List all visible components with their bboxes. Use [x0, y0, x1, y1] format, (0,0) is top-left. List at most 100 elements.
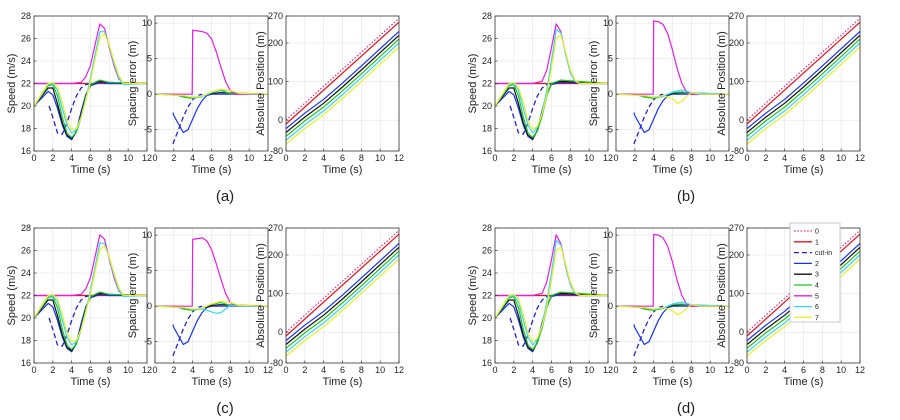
x-tick-label: 10: [244, 365, 254, 375]
y-tick-label: -80: [270, 358, 283, 368]
x-tick-label: 6: [88, 365, 93, 375]
series-line-cut-in: [509, 82, 552, 135]
series-line-2: [285, 30, 400, 130]
x-tick-label: 8: [107, 365, 112, 375]
x-tick-label: 0: [744, 365, 749, 375]
x-tick-label: 0: [492, 153, 497, 163]
y-tick-label: -5: [605, 337, 613, 347]
y-tick-label: -80: [731, 146, 744, 156]
x-tick-label: 6: [340, 365, 345, 375]
y-tick-label: 16: [482, 358, 492, 368]
x-tick-label: 6: [670, 365, 675, 375]
legend-label-1: 1: [815, 239, 819, 246]
x-axis-label: Time (s): [653, 376, 693, 388]
x-tick-label: 12: [394, 153, 404, 163]
series-line-4: [285, 38, 400, 137]
x-axis-label: Time (s): [532, 164, 572, 176]
x-tick-label: 6: [549, 153, 554, 163]
x-tick-label: 2: [763, 365, 768, 375]
series-line-3: [746, 34, 861, 133]
x-tick-label: 4: [321, 365, 326, 375]
x-tick-label: 4: [190, 153, 195, 163]
x-tick-label: 6: [340, 153, 345, 163]
x-tick-label: 10: [244, 153, 254, 163]
y-tick-label: 20: [21, 101, 31, 111]
series-line-6: [285, 42, 400, 141]
x-tick-label: 12: [263, 365, 273, 375]
x-axis-label: Time (s): [784, 164, 824, 176]
series-line-5: [616, 20, 729, 95]
y-tick-label: 16: [21, 146, 31, 156]
x-tick-label: 6: [801, 365, 806, 375]
x-tick-label: 10: [375, 365, 385, 375]
y-tick-label: 200: [729, 250, 744, 260]
x-tick-label: 4: [321, 153, 326, 163]
x-tick-label: 2: [511, 365, 516, 375]
x-tick-label: 8: [359, 153, 364, 163]
series-line-2: [746, 30, 861, 130]
x-tick-label: 6: [209, 365, 214, 375]
series-line-0: [285, 17, 400, 121]
legend-label-0: 0: [815, 229, 819, 236]
x-tick-label: 8: [689, 365, 694, 375]
y-axis-label: Absolute Position (m): [716, 31, 728, 136]
y-tick-label: 18: [21, 124, 31, 134]
y-tick-label: 100: [729, 77, 744, 87]
x-tick-label: 2: [171, 365, 176, 375]
series-line-2: [633, 93, 729, 134]
y-axis-label: Speed (m/s): [467, 54, 479, 114]
series-line-6: [494, 239, 608, 346]
x-tick-label: 12: [603, 365, 613, 375]
y-tick-label: 10: [603, 230, 613, 240]
y-tick-label: 22: [21, 79, 31, 89]
x-tick-label: 8: [228, 153, 233, 163]
x-tick-label: 2: [50, 365, 55, 375]
x-tick-label: 12: [394, 365, 404, 375]
series-line-5: [34, 234, 147, 297]
x-tick-label: 12: [855, 365, 865, 375]
series-line-4: [494, 79, 609, 139]
y-axis-label: Spacing error (m): [127, 253, 139, 339]
y-tick-label: 0: [278, 327, 283, 337]
series-line-1: [285, 21, 400, 125]
y-tick-label: 100: [268, 289, 283, 299]
y-tick-label: 0: [739, 115, 744, 125]
x-tick-label: 10: [836, 153, 846, 163]
y-tick-label: 100: [268, 77, 283, 87]
panel-label-d: (d): [677, 400, 695, 417]
y-tick-label: 18: [482, 336, 492, 346]
x-tick-label: 4: [782, 153, 787, 163]
x-tick-label: 10: [123, 153, 133, 163]
series-line-1: [746, 21, 861, 125]
y-tick-label: 26: [482, 34, 492, 44]
series-line-7: [285, 46, 400, 145]
x-tick-label: 10: [584, 153, 594, 163]
y-tick-label: 5: [608, 54, 613, 64]
y-tick-label: 28: [21, 11, 31, 21]
y-tick-label: 200: [268, 38, 283, 48]
x-tick-label: 0: [613, 365, 618, 375]
series-line-7: [746, 46, 861, 145]
series-line-7: [494, 34, 608, 131]
series-line-0: [285, 229, 400, 333]
y-tick-label: 18: [21, 336, 31, 346]
y-tick-label: 5: [608, 266, 613, 276]
x-tick-label: 10: [705, 153, 715, 163]
legend: 0 1 cut-in 2 3 4 5 6 7: [789, 222, 841, 323]
x-tick-label: 2: [632, 365, 637, 375]
legend-box: [789, 222, 841, 323]
series-line-4: [285, 250, 400, 349]
x-tick-label: 12: [724, 365, 734, 375]
y-tick-label: 16: [482, 146, 492, 156]
x-tick-label: 4: [782, 365, 787, 375]
y-tick-label: 26: [21, 246, 31, 256]
y-axis-label: Speed (m/s): [467, 266, 479, 326]
x-tick-label: 2: [50, 153, 55, 163]
series-line-2: [633, 305, 729, 346]
y-tick-label: 24: [482, 56, 492, 66]
